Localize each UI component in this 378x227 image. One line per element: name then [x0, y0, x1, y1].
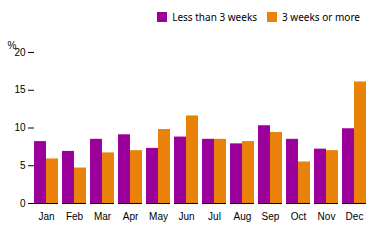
svg-text:%: %: [8, 40, 17, 51]
svg-text:Mar: Mar: [94, 211, 112, 222]
svg-text:Oct: Oct: [291, 211, 307, 222]
svg-text:Jan: Jan: [38, 211, 54, 222]
svg-text:Sep: Sep: [262, 211, 280, 222]
svg-text:10: 10: [14, 122, 26, 133]
svg-text:Dec: Dec: [346, 211, 364, 222]
html-text:Less than 3 weeks: Less than 3 weeks: [172, 9, 257, 24]
html-text:3 weeks or more: 3 weeks or more: [282, 9, 360, 24]
svg-text:May: May: [149, 211, 168, 222]
svg-text:0: 0: [20, 198, 26, 209]
svg-text:Jun: Jun: [178, 211, 194, 222]
svg-text:Apr: Apr: [123, 211, 139, 222]
svg-text:5: 5: [20, 160, 26, 171]
svg-text:Feb: Feb: [66, 211, 84, 222]
svg-text:Jul: Jul: [208, 211, 221, 222]
svg-text:Aug: Aug: [234, 211, 252, 222]
svg-text:Nov: Nov: [318, 211, 336, 222]
svg-text:15: 15: [14, 84, 26, 95]
svg-text:20: 20: [14, 46, 26, 58]
